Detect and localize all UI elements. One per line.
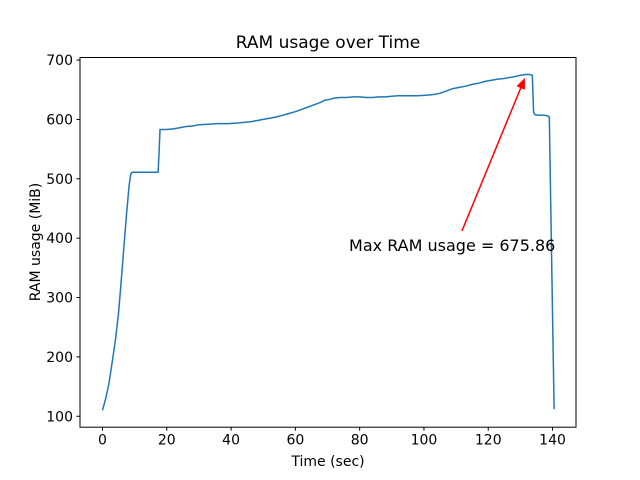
x-tick-label: 20: [158, 433, 176, 449]
y-tick-label: 300: [46, 291, 73, 307]
x-tick-label: 0: [98, 433, 107, 449]
y-tick-label: 200: [46, 350, 73, 366]
x-axis-label: Time (sec): [290, 454, 364, 470]
annotation-label: Max RAM usage = 675.86: [349, 236, 555, 255]
y-tick-label: 400: [46, 231, 73, 247]
x-tick-label: 40: [222, 433, 240, 449]
y-tick-label: 600: [46, 112, 73, 128]
x-tick-label: 80: [351, 433, 369, 449]
y-axis-label: RAM usage (MiB): [28, 183, 44, 301]
max-annotation: Max RAM usage = 675.86: [349, 77, 555, 255]
chart-title: RAM usage over Time: [236, 33, 420, 53]
plot-border: [79, 57, 577, 428]
x-axis-ticks: 0 20 40 60 80 100 120 140: [98, 427, 566, 449]
y-axis-ticks: 100 200 300 400 500 600 700: [46, 53, 80, 425]
x-tick-label: 120: [475, 433, 502, 449]
x-tick-label: 140: [539, 433, 566, 449]
x-tick-label: 100: [411, 433, 438, 449]
annotation-arrow: [461, 84, 523, 232]
ram-usage-line: [101, 73, 555, 411]
y-tick-label: 100: [46, 409, 73, 425]
y-tick-label: 700: [46, 53, 73, 69]
y-tick-label: 500: [46, 172, 73, 188]
x-tick-label: 60: [286, 433, 304, 449]
annotation-arrowhead: [516, 77, 525, 90]
